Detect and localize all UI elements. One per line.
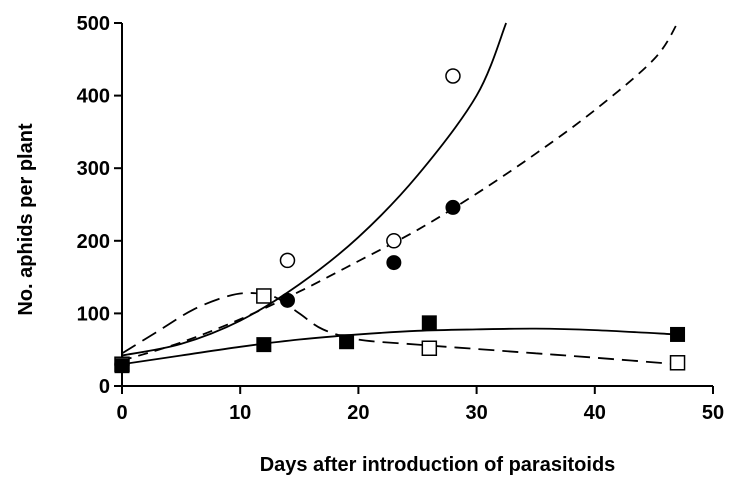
y-tick-label: 500 [77,13,110,35]
fit-line-series-3 [121,292,678,366]
data-point-series-4 [670,326,686,342]
fit-line-series-4 [121,327,678,366]
fit-line-series-2 [121,22,679,362]
y-axis-title: No. aphids per plant [15,123,37,316]
tick-marks [114,22,714,394]
data-point-series-4 [256,337,272,353]
data-point-series-3 [256,288,272,304]
data-point-series-4 [114,358,130,374]
data-point-series-3 [669,355,686,371]
x-tick-label: 20 [347,402,369,424]
fit-lines [121,22,679,366]
data-point-series-4 [421,315,437,331]
y-tick-label: 400 [77,86,110,108]
data-point-series-2 [445,199,461,215]
axes [121,23,713,387]
x-axis-title: Days after introduction of parasitoids [260,454,616,476]
data-point-series-1 [279,252,296,269]
fit-line-series-1 [121,22,507,357]
x-tick-label: 30 [465,402,487,424]
y-tick-label: 0 [99,376,110,398]
data-point-series-1 [386,233,402,249]
data-point-series-3 [421,340,438,356]
x-tick-label: 50 [702,402,724,424]
data-point-series-2 [386,255,402,271]
data-point-series-4 [339,334,355,350]
data-point-series-1 [445,68,461,84]
y-tick-label: 100 [77,303,110,325]
x-tick-label: 10 [229,402,251,424]
tick-labels: 0 100 200 300 400 500 0 10 20 30 40 50 [77,13,725,424]
y-tick-label: 200 [77,231,110,253]
data-points [114,68,686,374]
x-tick-label: 40 [584,402,606,424]
x-tick-label: 0 [116,402,127,424]
data-point-series-2 [279,292,295,308]
y-tick-label: 300 [77,158,110,180]
